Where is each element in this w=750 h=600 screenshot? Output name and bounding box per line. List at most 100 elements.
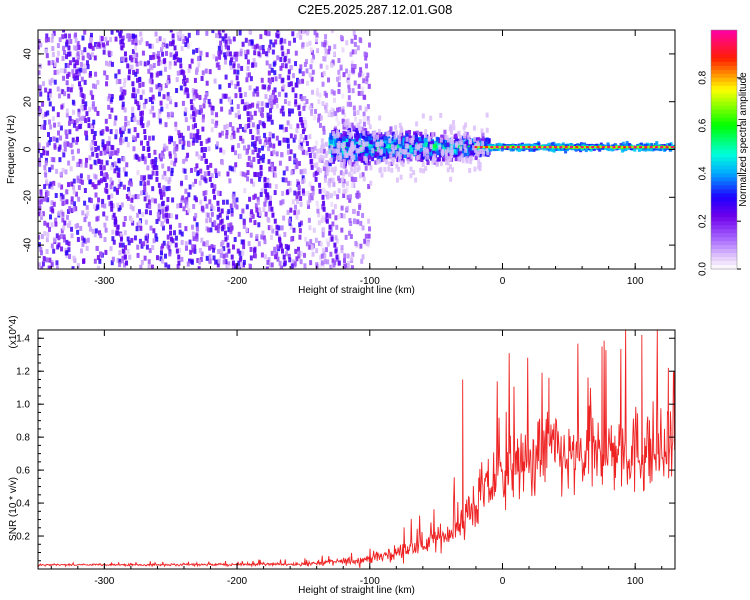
spectrogram-cell <box>71 99 75 105</box>
spectrogram-cell <box>85 135 89 141</box>
spectrogram-cell <box>238 257 242 263</box>
spectrogram-cell <box>195 222 199 228</box>
spectrogram-cell <box>279 65 283 71</box>
spectrogram-cell <box>109 177 113 183</box>
spectrogram-cell <box>224 236 228 242</box>
spectrogram-cell <box>173 60 177 66</box>
spectrogram-cell <box>139 180 143 186</box>
spectrogram-cell <box>47 132 51 138</box>
spectrogram-cell <box>315 200 319 206</box>
spectrogram-cell <box>355 143 360 149</box>
spectrogram-cell <box>361 157 365 162</box>
spectrogram-cell <box>163 58 167 64</box>
spectrogram-cell <box>322 227 326 233</box>
spectrogram-cell <box>397 157 401 163</box>
spectrogram-cell <box>328 230 332 236</box>
spectrogram-cell <box>348 69 352 75</box>
spectrogram-cell <box>290 263 294 269</box>
spectrogram-cell <box>91 45 95 51</box>
spectrogram-cell <box>48 265 52 269</box>
spectrogram-cell <box>325 150 329 156</box>
spectrogram-cell <box>429 115 433 121</box>
spectrogram-cell <box>352 105 356 111</box>
spectrogram-cell <box>229 222 233 228</box>
spectrogram-cell <box>245 101 249 107</box>
spectrogram-cell <box>219 40 223 46</box>
spectrogram-cell <box>323 42 327 48</box>
spectrogram-cell <box>73 45 77 51</box>
spectrogram-cell <box>243 188 247 194</box>
spectrogram-cell <box>505 146 509 150</box>
spectrogram-cell <box>130 217 134 223</box>
spectrogram-cell <box>307 147 311 152</box>
spectrogram-cell <box>46 190 50 196</box>
spectrogram-cell <box>51 52 55 58</box>
spectrogram-cell <box>187 207 191 213</box>
spectrogram-cell <box>304 236 308 242</box>
spectrogram-cell <box>315 33 319 39</box>
spectrogram-cell <box>241 41 245 47</box>
spectrogram-cell <box>44 87 48 93</box>
spectrogram-cell <box>309 239 313 245</box>
spectrogram-cell <box>477 164 481 170</box>
spectrogram-cell <box>270 67 274 73</box>
spectrogram-cell <box>134 71 138 77</box>
spectrogram-cell <box>48 101 52 107</box>
spectrogram-cell <box>41 211 45 217</box>
spectrogram-cell <box>200 237 204 243</box>
spectrogram-cell <box>122 90 126 96</box>
spectrogram-cell <box>251 43 255 49</box>
spectrogram-cell <box>67 93 71 99</box>
spectrogram-cell <box>321 232 325 238</box>
spectrogram-cell <box>260 252 264 258</box>
spectrogram-cell <box>362 176 366 182</box>
spectrogram-cell <box>68 220 72 226</box>
spectrogram-cell <box>241 208 245 214</box>
spectrogram-cell <box>361 172 365 178</box>
spectrogram-cell <box>50 200 54 206</box>
spectrogram-cell <box>144 219 148 225</box>
spectrogram-cell <box>314 37 318 43</box>
spectrogram-cell <box>62 49 66 55</box>
spectrogram-cell <box>61 89 65 95</box>
spectrogram-cell <box>186 261 190 267</box>
spectrogram-cell <box>368 145 372 151</box>
spectrogram-cell <box>253 88 257 94</box>
spectrogram-cell <box>368 142 372 148</box>
spectrogram-cell <box>222 199 226 205</box>
spectrogram-cell <box>354 177 358 183</box>
spectrogram-cell <box>300 120 304 126</box>
spectrogram-cell <box>251 149 255 155</box>
spectrogram-cell <box>78 158 82 164</box>
spectrogram-cell <box>306 30 310 34</box>
spectrogram-cell <box>134 38 138 44</box>
spectrogram-cell <box>79 225 83 231</box>
spectrogram-cell <box>94 183 98 189</box>
spectrogram-cell <box>294 157 298 163</box>
spectrogram-cell <box>165 186 169 192</box>
spectrogram-cell <box>253 171 257 177</box>
spectrogram-cell <box>530 148 534 152</box>
spectrogram-cell <box>395 130 399 136</box>
spectrogram-cell <box>182 206 186 212</box>
spectrogram-cell <box>193 216 197 222</box>
spectrogram-cell <box>44 111 48 117</box>
spectrogram-cell <box>152 52 156 58</box>
spectrogram-cell <box>620 149 624 153</box>
spectrogram-cell <box>124 116 128 122</box>
spectrogram-cell <box>308 244 312 250</box>
spectrogram-cell <box>201 126 205 132</box>
spectrogram-cell <box>356 45 360 51</box>
spectrogram-cell <box>189 167 193 173</box>
spectrogram-cell <box>327 167 331 173</box>
spectrogram-cell <box>332 181 336 187</box>
spectrogram-cell <box>174 121 178 127</box>
spectrogram-cell <box>272 143 276 149</box>
spectrogram-cell <box>426 149 430 155</box>
spectrogram-cell <box>38 234 41 240</box>
spectrogram-cell <box>104 249 108 255</box>
spectrogram-cell <box>46 110 50 116</box>
spectrogram-cell <box>211 221 215 227</box>
spectrogram-cell <box>121 255 125 261</box>
spectrogram-cell <box>292 37 296 43</box>
